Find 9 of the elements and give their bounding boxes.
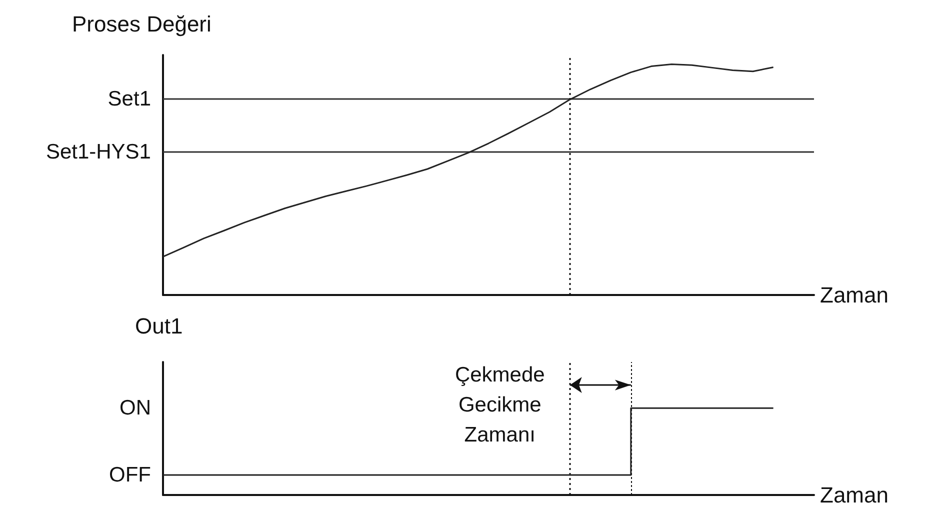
y-axis-title: Out1 (135, 314, 183, 338)
y-axis-title: Proses Değeri (72, 12, 212, 36)
text: OFF (109, 464, 151, 487)
text: ON (120, 396, 151, 420)
annotation: Çekmede Gecikme Zamanı (454, 364, 545, 446)
ref-line-label: Set1 (108, 87, 151, 110)
x-axis-title: Zaman (820, 282, 888, 308)
x-axis-title: Zaman (820, 482, 888, 508)
ref-line-label: Set1-HYS1 (46, 140, 151, 164)
